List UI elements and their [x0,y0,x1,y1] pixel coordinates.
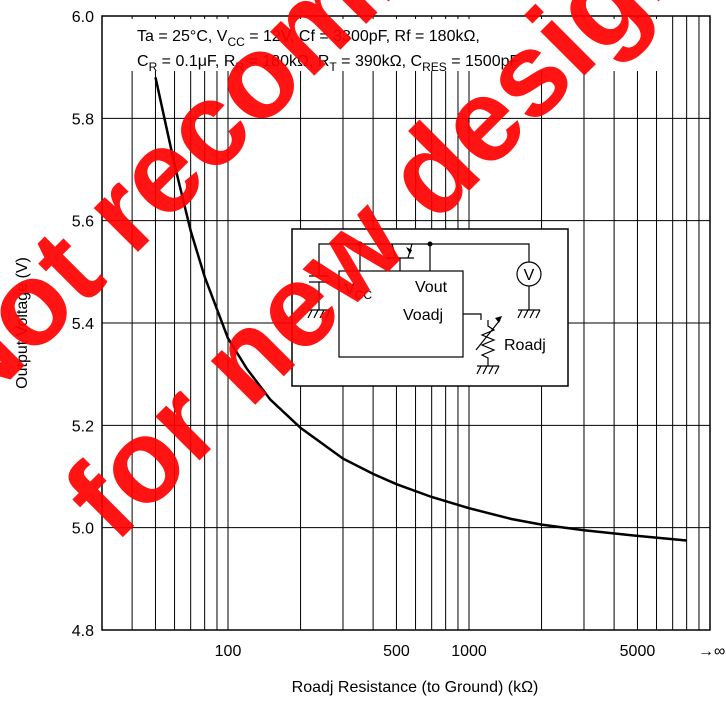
x-axis-label: Roadj Resistance (to Ground) (kΩ) [292,679,539,696]
series-line [154,77,687,542]
x-tick-label: 5000 [620,643,656,660]
conditions-line-1: Ta = 25°C, VCC = 12V, Cf = 3300pF, Rf = … [137,28,480,49]
inset-vout-label: Vout [415,279,448,296]
plot-frame [101,15,711,631]
y-axis-ticks: 4.8 5.0 5.2 5.4 5.6 5.8 6.0 [72,9,94,640]
x-tick-label: 1000 [451,643,487,660]
y-tick-label: 4.8 [72,623,94,640]
inset-resistor [480,320,496,366]
inset-roadj-label: Roadj [504,337,546,354]
y-tick-label: 5.6 [72,214,94,231]
y-axis-label: Output Voltage (V) [14,257,31,389]
ground-icon [476,365,500,375]
y-tick-label: 5.0 [72,521,94,538]
ground-icon [517,309,541,319]
inset-meter-label: V [524,267,535,284]
y-tick-label: 6.0 [72,9,94,26]
conditions-line-2: CR = 0.1μF, RR = 180kΩ, RT = 390kΩ, CRES… [137,53,519,74]
x-tick-label: 100 [215,643,242,660]
y-tick-label: 5.4 [72,316,94,333]
conditions-box [128,19,660,71]
y-tick-label: 5.8 [72,111,94,128]
y-tick-label: 5.2 [72,418,94,435]
x-axis-ticks: 100 500 1000 5000 [215,643,656,660]
x-tick-label: 500 [383,643,410,660]
ground-icon [307,309,331,319]
inset-voadj-label: Voadj [403,307,443,324]
x-axis-end-label: →∞ [698,643,725,660]
inset-vcc-label: VCC [344,281,372,302]
inset-supply-wire [318,243,530,262]
inset-circuit: VCC Vout Voadj Roadj V [291,228,569,387]
